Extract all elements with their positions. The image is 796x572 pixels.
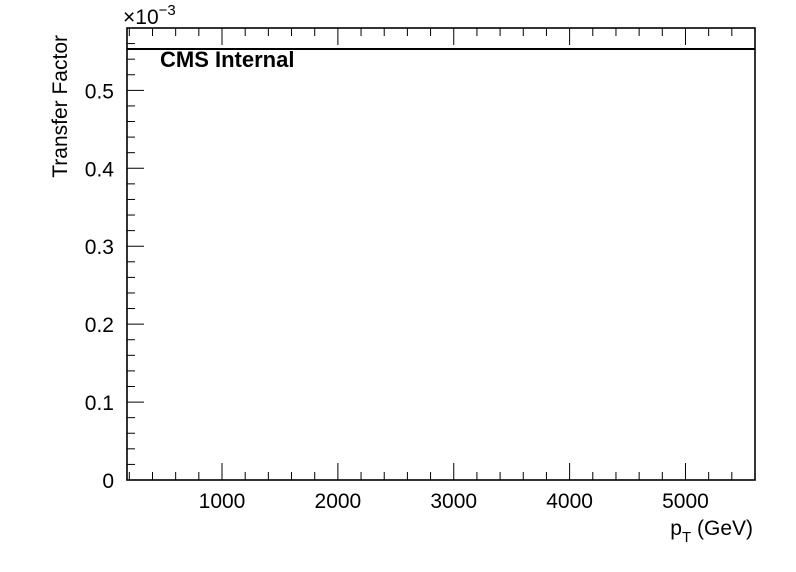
x-tick-label: 2000 xyxy=(315,490,362,513)
x-axis-label: pT (GeV) xyxy=(670,517,753,546)
y-tick-label: 0.2 xyxy=(85,314,114,337)
y-tick-label: 0.5 xyxy=(85,80,114,103)
y-multiplier-base: ×10 xyxy=(123,6,159,29)
x-axis-label-sub: T xyxy=(682,529,691,546)
y-multiplier: ×10−3 xyxy=(123,2,176,29)
cms-annotation: CMS Internal xyxy=(160,47,294,72)
y-tick-label: 0 xyxy=(102,470,114,493)
x-tick-label: 5000 xyxy=(662,490,709,513)
y-tick-label: 0.1 xyxy=(85,392,114,415)
y-axis-label: Transfer Factor xyxy=(49,35,72,178)
y-tick-label: 0.3 xyxy=(85,236,114,259)
plot-frame xyxy=(126,27,756,481)
x-tick-label: 1000 xyxy=(199,490,246,513)
tick-marks xyxy=(127,27,756,481)
tick-labels: 1000 2000 3000 4000 5000 0 0.1 0.2 0.3 0.4 0.5 xyxy=(85,80,709,513)
x-axis-label-main: p xyxy=(670,517,682,540)
y-tick-label: 0.4 xyxy=(85,158,115,181)
y-multiplier-exp: −3 xyxy=(159,2,176,19)
x-axis-label-rest: (GeV) xyxy=(691,517,753,540)
x-tick-label: 4000 xyxy=(546,490,593,513)
x-tick-label: 3000 xyxy=(430,490,477,513)
